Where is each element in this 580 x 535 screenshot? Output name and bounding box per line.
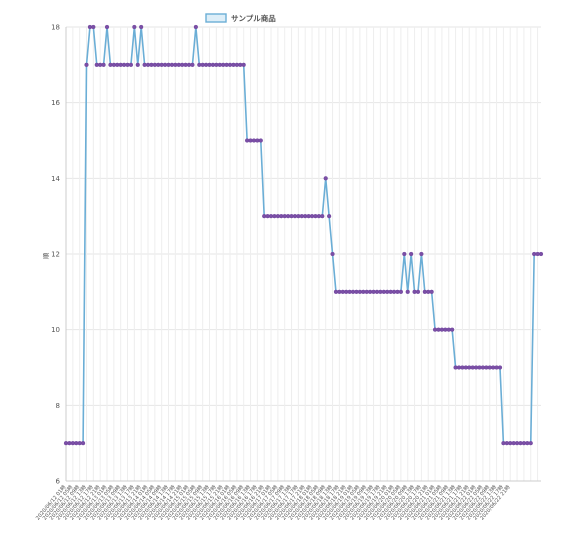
data-point bbox=[101, 62, 106, 67]
data-point bbox=[327, 214, 332, 219]
data-point bbox=[104, 24, 110, 30]
legend-label: サンプル商品 bbox=[231, 13, 276, 23]
y-tick-label: 10 bbox=[51, 326, 60, 334]
data-point bbox=[128, 62, 134, 67]
y-tick-label: 18 bbox=[51, 24, 60, 32]
data-point bbox=[91, 24, 96, 30]
data-point bbox=[80, 441, 86, 446]
data-point bbox=[320, 214, 325, 219]
y-axis-title: 順 bbox=[42, 252, 50, 259]
data-point bbox=[415, 289, 421, 294]
data-point bbox=[409, 251, 414, 257]
data-point bbox=[135, 62, 140, 67]
data-point bbox=[429, 289, 434, 294]
series bbox=[63, 24, 544, 446]
data-point bbox=[190, 62, 195, 67]
data-point bbox=[241, 62, 246, 67]
legend[interactable]: サンプル商品 bbox=[205, 13, 276, 23]
data-point bbox=[405, 289, 410, 294]
data-point bbox=[402, 251, 407, 257]
grid bbox=[65, 26, 541, 482]
data-point bbox=[450, 327, 455, 332]
data-point bbox=[258, 138, 263, 143]
data-point bbox=[419, 251, 424, 257]
data-point bbox=[497, 365, 503, 370]
data-point bbox=[538, 251, 544, 257]
data-point bbox=[132, 24, 137, 30]
data-point bbox=[528, 441, 533, 446]
series-line bbox=[66, 26, 541, 444]
y-tick-label: 16 bbox=[51, 99, 60, 107]
data-point bbox=[139, 24, 144, 30]
data-point bbox=[193, 24, 198, 30]
y-tick-label: 8 bbox=[56, 402, 60, 410]
data-point bbox=[84, 62, 89, 67]
data-point bbox=[323, 176, 328, 181]
data-point bbox=[398, 289, 403, 294]
legend-swatch bbox=[205, 13, 227, 23]
y-tick-label: 14 bbox=[51, 175, 60, 183]
data-point bbox=[330, 251, 335, 257]
y-tick-label: 12 bbox=[51, 251, 60, 259]
y-tick-label: 6 bbox=[56, 478, 61, 486]
